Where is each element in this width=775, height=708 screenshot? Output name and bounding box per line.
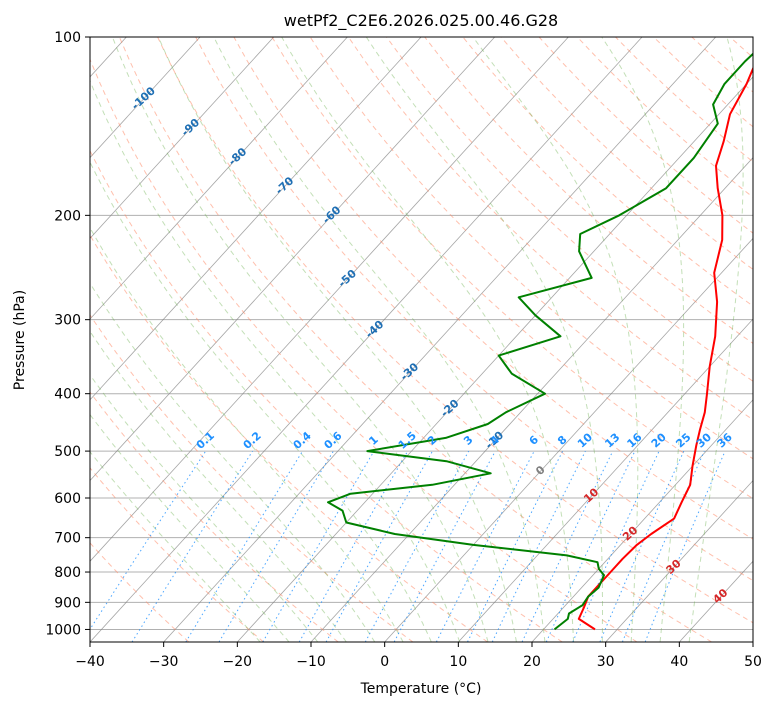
dry-adiabat-line bbox=[195, 37, 753, 582]
mixing-ratio-line bbox=[393, 450, 496, 642]
isotherm-line bbox=[458, 318, 753, 642]
y-axis: 1000 900 800 700 600 500 400 300 200 100 bbox=[45, 30, 90, 638]
dry-adiabat-line bbox=[386, 37, 753, 382]
dry-adiabat-line bbox=[157, 37, 753, 624]
moist-adiabat-line bbox=[111, 37, 489, 642]
y-tick-label: 300 bbox=[54, 313, 81, 329]
isotherm-line bbox=[90, 37, 348, 320]
dry-adiabat-line bbox=[90, 313, 414, 642]
moist-adiabat-line bbox=[601, 37, 685, 642]
moist-adiabat-line bbox=[281, 37, 575, 642]
dewpoint-line bbox=[327, 52, 753, 631]
x-tick-label: 20 bbox=[523, 654, 541, 670]
moist-adiabat-line bbox=[90, 374, 319, 642]
y-tick-label: 1000 bbox=[45, 622, 81, 638]
mixing-ratio-line bbox=[131, 450, 254, 642]
isotherm-line bbox=[237, 76, 753, 642]
mixing-ratio-line bbox=[185, 450, 304, 642]
isotherm-line bbox=[310, 157, 753, 642]
x-tick-label: 0 bbox=[380, 654, 389, 670]
series-lines bbox=[327, 52, 753, 631]
isotherm-line bbox=[90, 37, 496, 482]
isotherm-line bbox=[90, 37, 422, 401]
y-tick-label: 200 bbox=[54, 208, 81, 224]
y-axis-title: Pressure (hPa) bbox=[12, 290, 28, 390]
temperature-line bbox=[577, 66, 753, 631]
x-tick-label: −30 bbox=[149, 654, 179, 670]
y-tick-label: 500 bbox=[54, 444, 81, 460]
mixing-ratio-line bbox=[491, 450, 586, 642]
mixing-ratio-line bbox=[90, 450, 207, 631]
isotherm-line bbox=[90, 37, 643, 642]
isotherm-line bbox=[531, 399, 753, 642]
isotherm-line bbox=[90, 37, 275, 239]
x-axis-title: Temperature (°C) bbox=[360, 681, 482, 697]
x-tick-label: 10 bbox=[449, 654, 467, 670]
dry-adiabat-line bbox=[90, 234, 488, 642]
dry-adiabat-line bbox=[90, 149, 563, 642]
plot-frame bbox=[89, 36, 754, 643]
dry-adiabat-line bbox=[347, 37, 753, 421]
isotherm-line bbox=[605, 479, 753, 642]
moist-adiabat-line bbox=[365, 37, 603, 642]
y-tick-label: 600 bbox=[54, 491, 81, 507]
x-tick-label: −10 bbox=[296, 654, 326, 670]
moist-adiabat-line bbox=[90, 413, 290, 642]
y-tick-label: 800 bbox=[54, 565, 81, 581]
mixing-ratio-line bbox=[545, 450, 636, 642]
x-axis: −40 −30 −20 −10 0 10 20 30 40 50 bbox=[75, 642, 762, 670]
chart-title: wetPf2_C2E6.2026.025.00.46.G28 bbox=[284, 11, 558, 31]
isotherm-line bbox=[163, 37, 717, 642]
x-tick-label: 40 bbox=[670, 654, 688, 670]
x-tick-label: 50 bbox=[744, 654, 762, 670]
moist-adiabat-line bbox=[90, 450, 261, 642]
moist-adiabat-line bbox=[157, 37, 517, 642]
x-tick-label: −40 bbox=[75, 654, 105, 670]
moist-adiabat-line bbox=[688, 37, 744, 642]
mixing-ratio-line bbox=[364, 450, 470, 642]
y-tick-label: 700 bbox=[54, 531, 81, 547]
isotherm-line bbox=[90, 37, 201, 159]
background-lines bbox=[90, 37, 753, 642]
x-tick-label: 30 bbox=[597, 654, 615, 670]
mixing-ratio-line bbox=[521, 450, 614, 642]
moist-adiabat-line bbox=[90, 161, 432, 642]
dry-adiabat-line bbox=[90, 467, 264, 642]
y-tick-label: 900 bbox=[54, 595, 81, 611]
y-tick-label: 400 bbox=[54, 387, 81, 403]
y-tick-label: 100 bbox=[54, 30, 81, 46]
dry-adiabat-line bbox=[271, 37, 753, 500]
dry-adiabat-line bbox=[233, 37, 753, 540]
moist-adiabat-line bbox=[472, 37, 639, 642]
moist-adiabat-line bbox=[90, 226, 404, 642]
isotherm-line bbox=[90, 37, 569, 562]
moist-adiabat-line bbox=[90, 282, 376, 642]
mixing-ratio-line bbox=[467, 450, 564, 642]
dry-adiabat-line bbox=[462, 37, 753, 307]
moist-adiabat-line bbox=[90, 79, 461, 642]
isotherm-line bbox=[384, 237, 753, 642]
mixing-ratio-line bbox=[218, 450, 334, 642]
x-tick-label: −20 bbox=[223, 654, 253, 670]
mixing-ratio-line bbox=[262, 450, 375, 642]
dry-adiabat-line bbox=[90, 391, 339, 642]
